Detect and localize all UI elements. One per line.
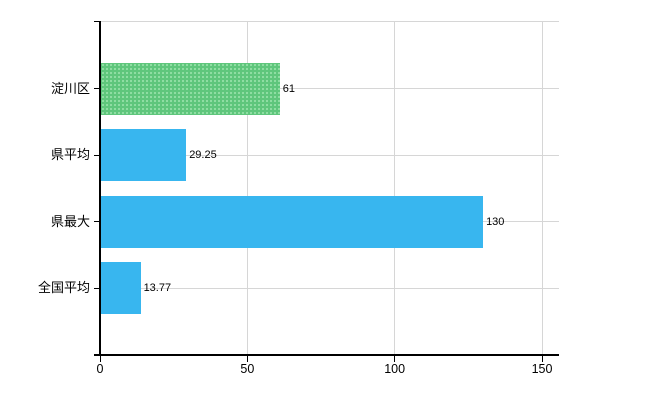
x-axis-tick-label-100: 100: [384, 362, 406, 376]
bar-1: [101, 129, 187, 181]
plot-top-border: [100, 21, 559, 22]
bar-0: [101, 62, 280, 115]
y-axis-line: [99, 21, 101, 356]
bar-2: [101, 195, 484, 248]
y-axis-tick-3: [94, 287, 100, 289]
x-axis-tick-0: [99, 356, 101, 362]
x-axis-tick-label-0: 0: [96, 362, 104, 376]
x-axis-tick-label-50: 50: [240, 362, 255, 376]
y-axis-tick-0: [94, 88, 100, 89]
value-label-1: 29.25: [189, 149, 217, 161]
x-gridline-150: [541, 21, 543, 356]
category-label-3: 全国平均: [37, 280, 90, 295]
category-gridline-1: [100, 154, 559, 156]
category-label-2: 県最大: [50, 213, 90, 229]
x-axis-tick-100: [394, 356, 396, 362]
x-gridline-100: [394, 21, 396, 356]
value-label-2: 130: [486, 215, 505, 228]
bar-3: [101, 262, 141, 314]
x-axis-tick-50: [246, 356, 248, 362]
x-axis-line: [94, 354, 559, 356]
category-gridline-3: [100, 287, 559, 289]
x-axis-tick-150: [541, 356, 543, 362]
x-gridline-50: [246, 21, 248, 356]
y-axis-tick-1: [94, 154, 100, 156]
value-label-3: 13.77: [143, 282, 172, 294]
x-axis-tick-label-150: 150: [531, 362, 553, 376]
y-axis-tick-2: [94, 221, 100, 222]
category-label-1: 県平均: [50, 147, 90, 162]
category-gridline-0: [100, 88, 559, 89]
category-label-0: 淀川区: [50, 80, 90, 96]
value-label-0: 61: [282, 82, 295, 95]
y-axis-top-tick: [94, 21, 100, 22]
